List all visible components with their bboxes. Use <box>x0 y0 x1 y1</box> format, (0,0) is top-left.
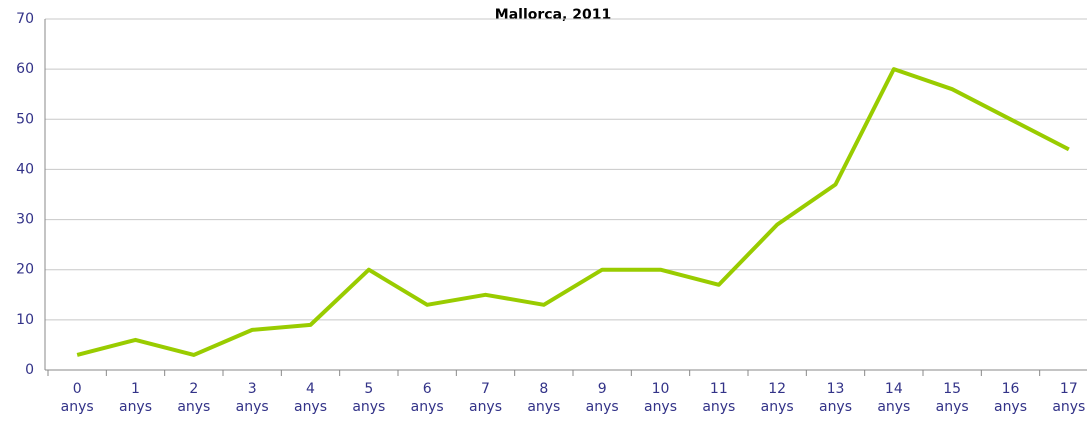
y-tick-label: 50 <box>16 111 34 127</box>
y-tick-label: 60 <box>16 61 34 77</box>
y-tick-label: 70 <box>16 11 34 27</box>
x-tick-label: 13 anys <box>818 381 853 415</box>
x-tick-label: 5 anys <box>352 381 386 415</box>
x-tick-label: 9 anys <box>585 381 619 415</box>
x-tick-label: 14 anys <box>877 381 911 415</box>
x-tick-label: 16 anys <box>993 381 1028 415</box>
y-tick-label: 40 <box>16 161 34 177</box>
y-tick-label: 10 <box>16 312 34 328</box>
y-tick-label: 30 <box>16 212 34 228</box>
x-tick-label: 8 anys <box>527 381 561 415</box>
data-line <box>76 67 1070 357</box>
x-tick-label: 0 anys <box>60 381 94 415</box>
x-tick-label: 3 anys <box>235 381 269 415</box>
x-tick-label: 2 anys <box>177 381 211 415</box>
y-tick-label: 20 <box>16 262 34 278</box>
chart-title: Mallorca, 2011 <box>495 7 611 23</box>
x-tick-label: 12 anys <box>760 381 794 415</box>
x-tick-label: 10 anys <box>643 381 678 415</box>
x-tick-label: 7 anys <box>468 381 503 415</box>
y-tick-label: 0 <box>25 362 34 378</box>
x-tick-label: 4 anys <box>293 381 328 415</box>
x-tick-label: 17 anys <box>1052 381 1086 415</box>
x-tick-label: 11 anys <box>702 381 736 415</box>
x-tick-label: 15 anys <box>935 381 969 415</box>
x-tick-label: 6 anys <box>410 381 444 415</box>
x-tick-label: 1 anys <box>118 381 153 415</box>
